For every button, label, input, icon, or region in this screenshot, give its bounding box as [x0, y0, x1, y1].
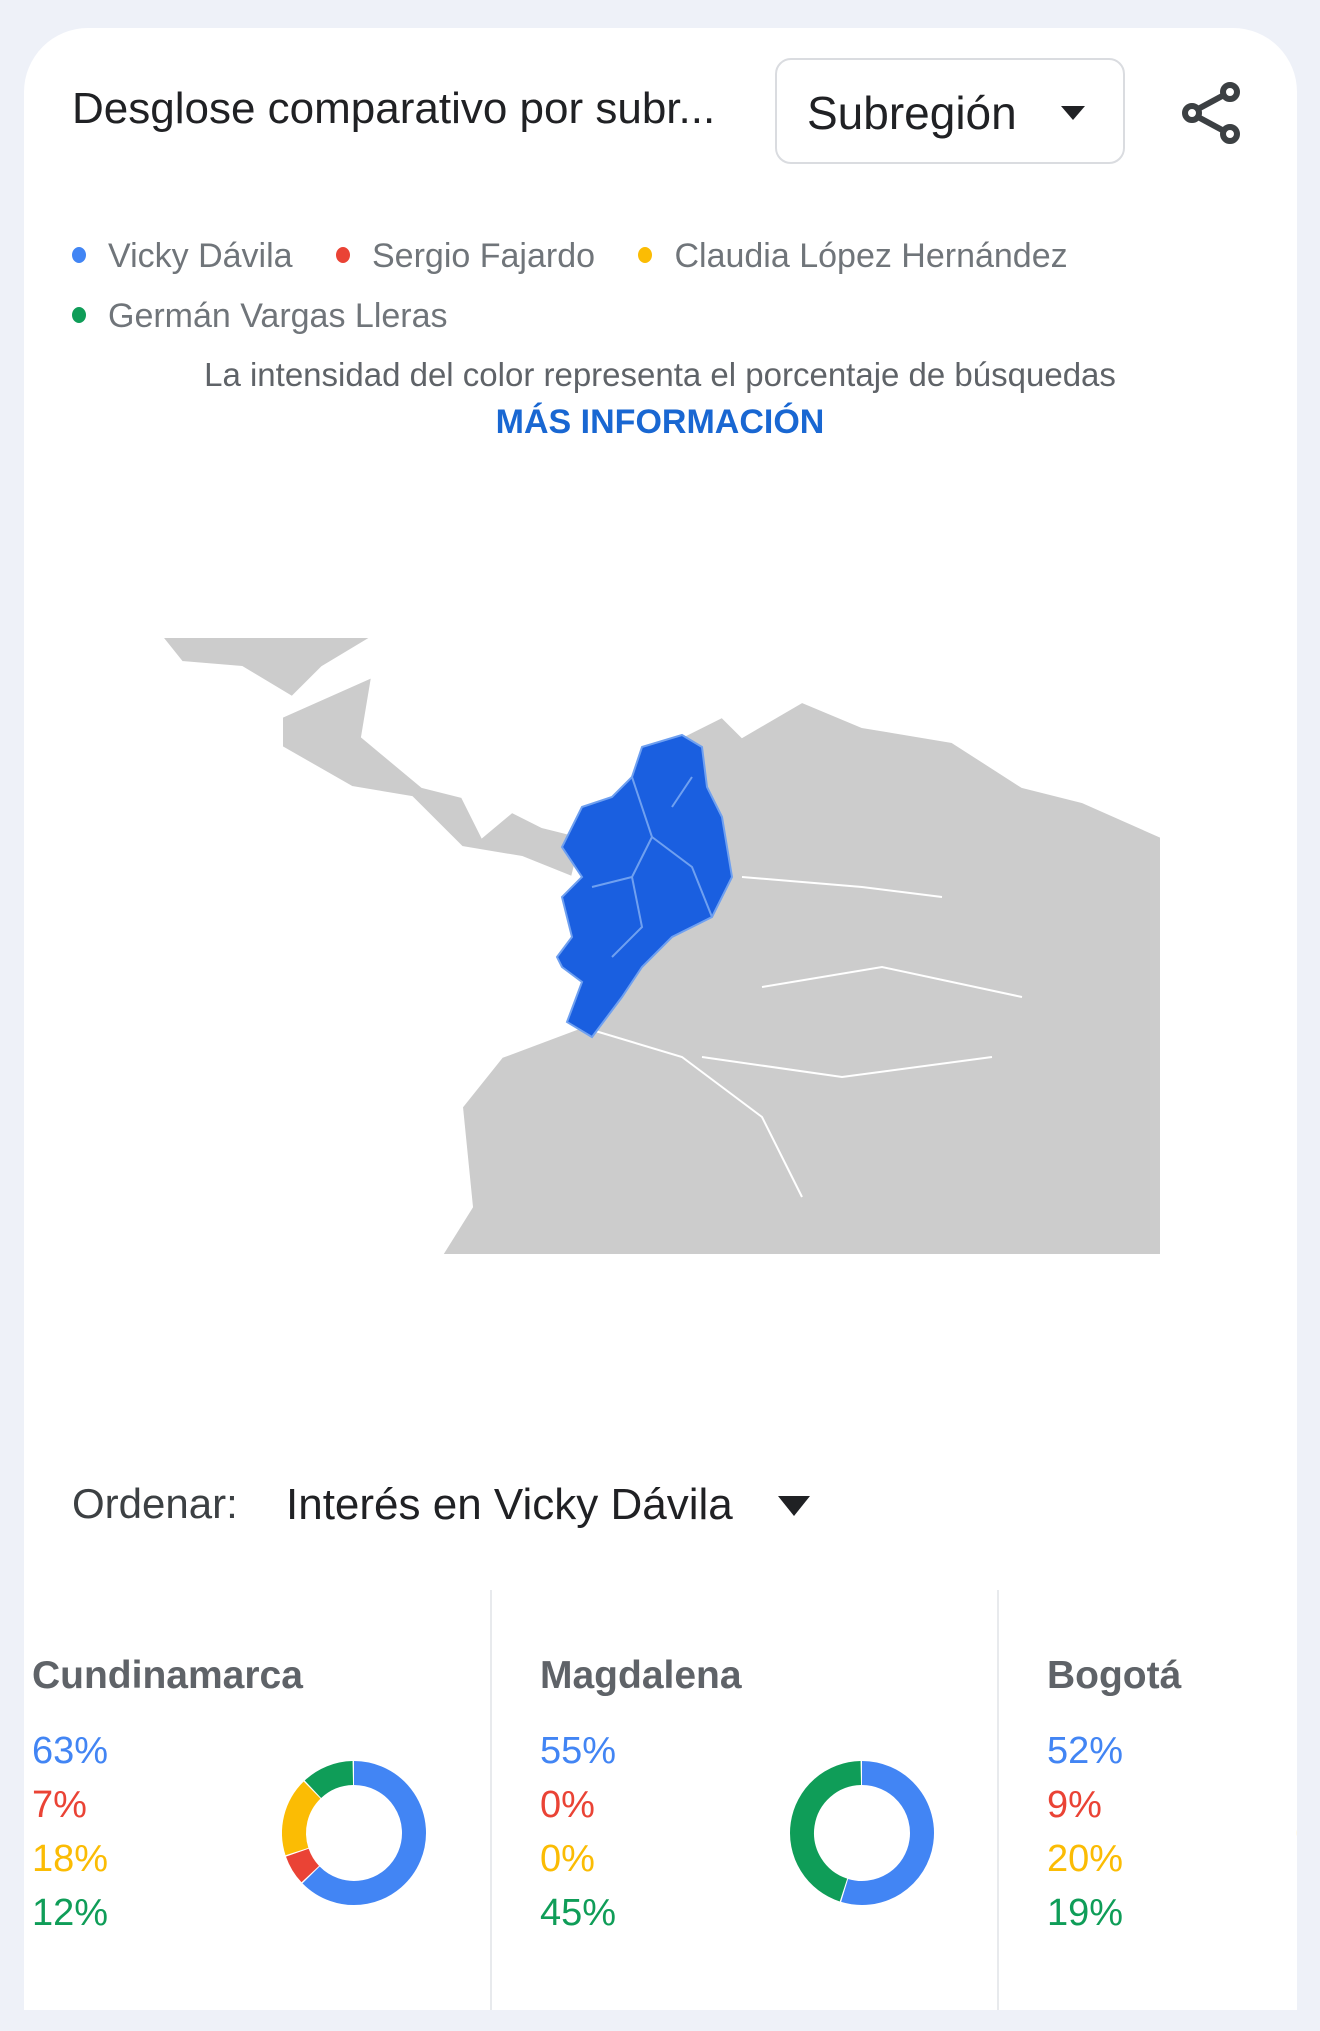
donut-chart — [1294, 1758, 1297, 1908]
central-america-land — [162, 637, 584, 879]
value-german: 12% — [32, 1892, 109, 1934]
donut-segment-german — [304, 1761, 354, 1799]
legend-dot — [72, 247, 86, 264]
value-sergio: 7% — [32, 1784, 87, 1826]
region-card-bogota[interactable]: Bogotá 52% 9% 20% 19% — [1039, 1590, 1297, 2010]
donut-chart — [790, 1761, 934, 1905]
sort-label: Ordenar: — [72, 1480, 238, 1527]
region-card-cundinamarca[interactable]: Cundinamarca 63% 7% 18% 12% — [24, 1590, 490, 2010]
divider — [490, 1590, 492, 2010]
region-card-magdalena[interactable]: Magdalena 55% 0% 0% 45% — [532, 1590, 997, 2010]
region-name: Cundinamarca — [32, 1654, 303, 1697]
legend-item: Vicky Dávila — [72, 226, 293, 286]
dropdown-value: Subregión — [807, 87, 1017, 139]
share-icon[interactable] — [1180, 80, 1244, 146]
caret-down-icon[interactable] — [778, 1496, 810, 1516]
divider — [997, 1590, 999, 2010]
legend-item: Germán Vargas Lleras — [72, 286, 448, 346]
donut-segment-vicky — [302, 1761, 426, 1905]
donut-segment-german — [790, 1761, 862, 1902]
south-america-land — [440, 700, 1161, 1255]
value-german: 45% — [540, 1892, 617, 1934]
donut-segment-vicky — [841, 1761, 934, 1905]
sort-dropdown[interactable]: Interés en Vicky Dávila — [286, 1480, 733, 1529]
legend-label: Vicky Dávila — [108, 237, 293, 275]
value-vicky: 52% — [1047, 1730, 1124, 1772]
color-intensity-note: La intensidad del color representa el po… — [204, 356, 1116, 393]
region-name: Magdalena — [540, 1654, 742, 1697]
value-vicky: 55% — [540, 1730, 617, 1772]
donut-segment-claudia — [282, 1781, 321, 1856]
legend-label: Sergio Fajardo — [372, 237, 596, 275]
region-level-dropdown[interactable]: Subregión — [775, 58, 1125, 164]
region-map[interactable] — [162, 637, 1161, 1255]
legend-item: Sergio Fajardo — [336, 226, 595, 286]
value-claudia: 20% — [1047, 1838, 1124, 1880]
card-title: Desglose comparativo por subr... — [72, 84, 716, 133]
legend: Vicky Dávila Sergio Fajardo Claudia Lópe… — [72, 226, 1222, 346]
legend-label: Germán Vargas Lleras — [108, 297, 448, 335]
donut-segment-sergio — [285, 1848, 320, 1883]
value-claudia: 18% — [32, 1838, 109, 1880]
legend-item: Claudia López Hernández — [638, 226, 1068, 286]
caret-down-icon — [1061, 106, 1085, 120]
legend-dot — [336, 247, 350, 264]
colombia-highlighted-regions — [555, 733, 734, 1039]
legend-label: Claudia López Hernández — [674, 237, 1068, 275]
donut-chart — [282, 1761, 426, 1905]
value-claudia: 0% — [540, 1838, 595, 1880]
region-name: Bogotá — [1047, 1654, 1182, 1697]
value-sergio: 9% — [1047, 1784, 1102, 1826]
value-vicky: 63% — [32, 1730, 109, 1772]
more-info-link[interactable]: MÁS INFORMACIÓN — [495, 403, 825, 441]
legend-dot — [72, 307, 86, 324]
value-sergio: 0% — [540, 1784, 595, 1826]
legend-dot — [638, 247, 653, 264]
value-german: 19% — [1047, 1892, 1124, 1934]
